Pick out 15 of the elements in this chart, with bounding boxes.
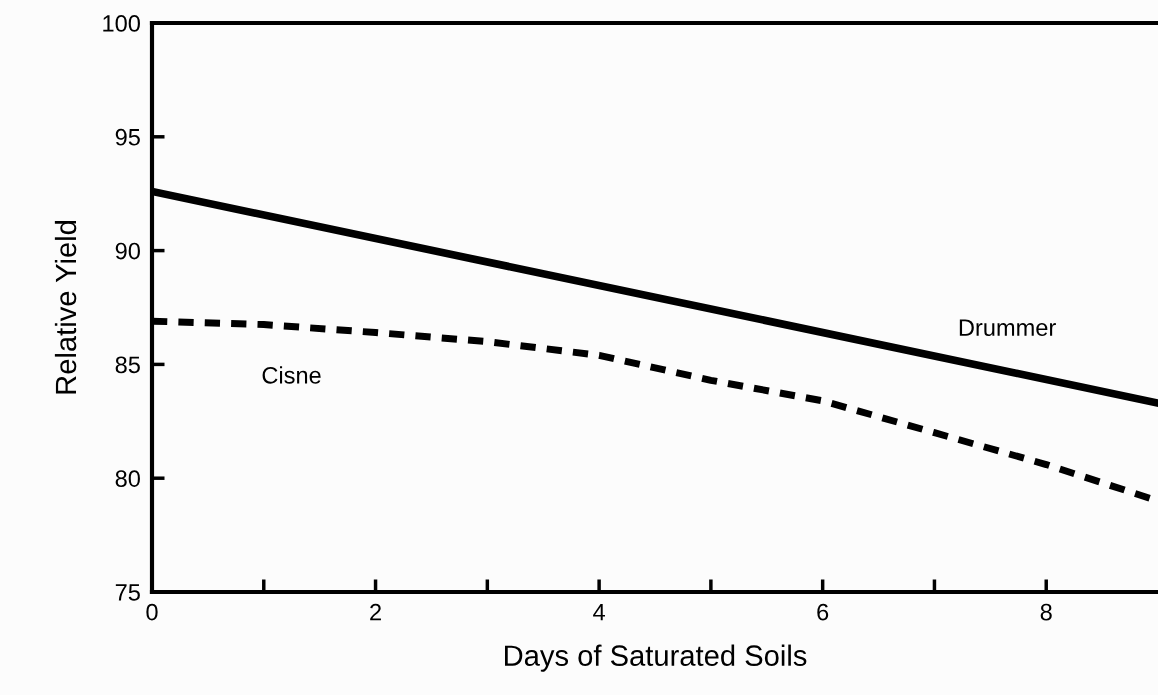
y-tick-label: 80 [115,470,140,487]
y-tick-label: 85 [115,356,140,374]
y-tick-label: 100 [103,15,140,32]
x-tick-label: 6 [817,603,829,621]
x-tick-label: 0 [146,603,158,621]
x-axis-title: Days of Saturated Soils [505,644,807,672]
series-label: Drummer [959,319,1056,337]
y-tick-label: 95 [115,128,140,146]
y-tick-label: 75 [115,584,140,601]
x-tick-label: 8 [1040,603,1052,621]
x-tick-label: 4 [593,603,605,621]
series-label: Cisne [262,366,321,384]
y-tick-label: 90 [115,242,140,260]
x-tick-label: 2 [370,603,381,621]
y-axis-title: Relative Yield [54,221,77,394]
